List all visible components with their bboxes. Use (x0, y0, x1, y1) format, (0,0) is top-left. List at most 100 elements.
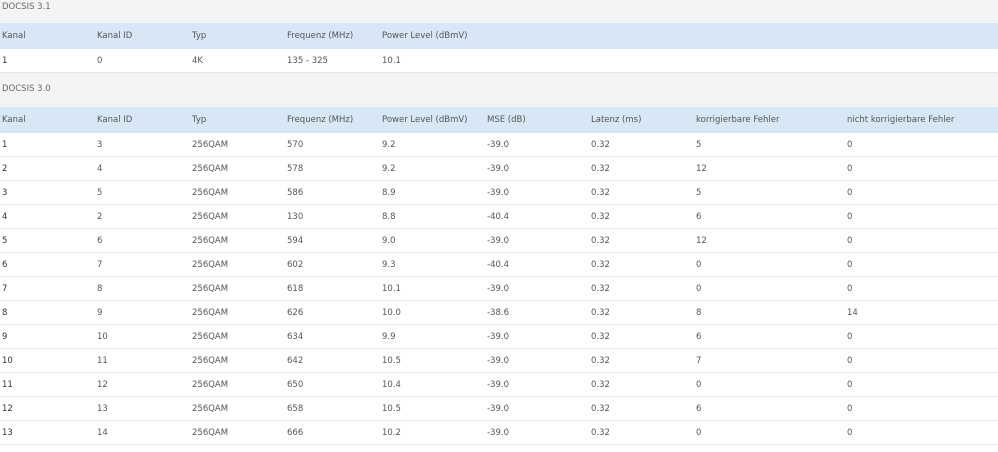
table-cell: 256QAM (192, 140, 229, 150)
table-cell: -38.6 (487, 308, 509, 318)
table-cell: 6 (696, 212, 702, 222)
table-cell: 658 (287, 404, 304, 414)
table-cell: 256QAM (192, 188, 229, 198)
table-cell: 0 (847, 164, 853, 174)
table-cell: 10.5 (382, 356, 401, 366)
table-cell: 0 (847, 260, 853, 270)
table-cell: 0.32 (591, 284, 610, 294)
table-cell: 256QAM (192, 308, 229, 318)
table-cell: 256QAM (192, 356, 229, 366)
header-cell: Kanal ID (97, 31, 133, 41)
table-cell: 9.0 (382, 236, 396, 246)
header-row: Kanal Kanal ID Typ Frequenz (MHz) Power Leve… (0, 23, 998, 49)
table-cell: -39.0 (487, 356, 509, 366)
table-cell: 13 (97, 404, 108, 414)
table-cell: 3 (2, 188, 8, 198)
header-cell: korrigierbare Fehler (696, 115, 780, 125)
table-cell: 256QAM (192, 284, 229, 294)
section: DOCSIS 3.1 Kanal Kanal ID Typ Frequenz (MHz)… (0, 0, 998, 73)
table-cell: 0.32 (591, 212, 610, 222)
table-cell: 256QAM (192, 404, 229, 414)
table-cell: 0 (847, 332, 853, 342)
table-cell: 14 (97, 428, 108, 438)
table-cell: 3 (97, 140, 103, 150)
table-row: 3 5 256QAM 586 8.9 -39.0 0.32 5 0 (0, 181, 998, 205)
table-cell: 6 (696, 332, 702, 342)
header-cell: Kanal ID (97, 115, 133, 125)
table-cell: 12 (696, 236, 707, 246)
table-row: 12 13 256QAM 658 10.5 -39.0 0.32 6 0 (0, 397, 998, 421)
table-row: 13 14 256QAM 666 10.2 -39.0 0.32 0 0 (0, 421, 998, 445)
table-cell: 7 (2, 284, 8, 294)
table-cell: 8.9 (382, 188, 396, 198)
header-cell: Latenz (ms) (591, 115, 642, 125)
table-cell: 618 (287, 284, 304, 294)
table-cell: 0.32 (591, 188, 610, 198)
table-cell: 10 (2, 356, 13, 366)
table-cell: 0 (696, 380, 702, 390)
table-cell: 8 (2, 308, 8, 318)
header-cell: Typ (192, 31, 207, 41)
table-row: 7 8 256QAM 618 10.1 -39.0 0.32 0 0 (0, 277, 998, 301)
table-cell: 626 (287, 308, 304, 318)
table-row: 6 7 256QAM 602 9.3 -40.4 0.32 0 0 (0, 253, 998, 277)
table-cell: 6 (696, 404, 702, 414)
table-row: 1 3 256QAM 570 9.2 -39.0 0.32 5 0 (0, 133, 998, 157)
table-cell: 9 (97, 308, 103, 318)
table-cell: 9 (2, 332, 8, 342)
table-cell: 4 (2, 212, 8, 222)
header-cell: Kanal (2, 115, 26, 125)
table-cell: 12 (2, 404, 13, 414)
table-cell: 7 (696, 356, 702, 366)
table-cell: 0 (847, 212, 853, 222)
table-row: 10 11 256QAM 642 10.5 -39.0 0.32 7 0 (0, 349, 998, 373)
table-cell: -39.0 (487, 284, 509, 294)
table-cell: 0 (847, 140, 853, 150)
table-cell: 1 (2, 140, 8, 150)
table-cell: -39.0 (487, 188, 509, 198)
table-cell: 256QAM (192, 260, 229, 270)
table-cell: 256QAM (192, 164, 229, 174)
table-cell: 0.32 (591, 380, 610, 390)
table-cell: 10.0 (382, 308, 401, 318)
table-cell: 9.2 (382, 140, 396, 150)
header-cell: Power Level (dBmV) (382, 31, 468, 41)
table-cell: 602 (287, 260, 304, 270)
table-cell: 0.32 (591, 332, 610, 342)
table-cell: 1 (2, 56, 8, 66)
table-cell: 256QAM (192, 428, 229, 438)
header-cell: MSE (dB) (487, 115, 526, 125)
table-cell: 13 (2, 428, 13, 438)
table-cell: 0 (847, 236, 853, 246)
table-cell: -39.0 (487, 380, 509, 390)
table-cell: 634 (287, 332, 304, 342)
table-cell: 10.5 (382, 404, 401, 414)
table-cell: 4K (192, 56, 203, 66)
table-cell: 256QAM (192, 332, 229, 342)
table-cell: 0 (847, 188, 853, 198)
table-cell: 7 (97, 260, 103, 270)
table-cell: 10.4 (382, 380, 401, 390)
table-cell: 14 (847, 308, 858, 318)
table-cell: 0 (696, 428, 702, 438)
table-cell: 650 (287, 380, 304, 390)
header-cell: Typ (192, 115, 207, 125)
table-row: 5 6 256QAM 594 9.0 -39.0 0.32 12 0 (0, 229, 998, 253)
table-cell: 666 (287, 428, 304, 438)
header-row: Kanal Kanal ID Typ Frequenz (MHz) Power Leve… (0, 107, 998, 133)
section: DOCSIS 3.0 Kanal Kanal ID Typ Frequenz (MHz)… (0, 73, 998, 445)
table-row: 4 2 256QAM 130 8.8 -40.4 0.32 6 0 (0, 205, 998, 229)
table-cell: 0.32 (591, 140, 610, 150)
table-cell: 0.32 (591, 308, 610, 318)
table-row: 8 9 256QAM 626 10.0 -38.6 0.32 8 14 (0, 301, 998, 325)
table-cell: -39.0 (487, 332, 509, 342)
table-cell: 10 (97, 332, 108, 342)
table-cell: 586 (287, 188, 304, 198)
table-cell: 0.32 (591, 236, 610, 246)
section-title: DOCSIS 3.1 (0, 0, 998, 23)
section-title: DOCSIS 3.0 (0, 73, 998, 107)
table-cell: 11 (97, 356, 108, 366)
